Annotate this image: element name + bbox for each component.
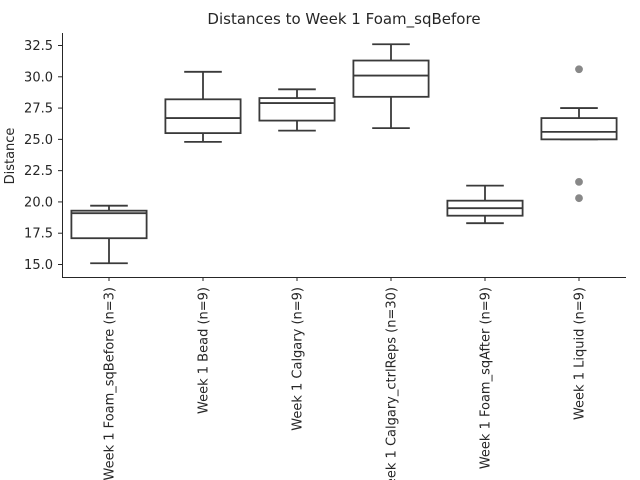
y-tick-label: 20.0 [24,195,53,210]
box-group [258,88,336,132]
y-tick-label: 27.5 [24,102,53,117]
box-iqr [540,117,618,141]
x-tick-label: Week 1 Liquid (n=9) [573,287,588,420]
y-axis-ticks: 15.0 17.5 20.0 22.5 25.0 27.5 30.0 32.5 [24,39,62,273]
box-group [540,65,618,203]
y-tick-label: 30.0 [24,70,53,85]
x-tick-label: Week 1 Foam_sqBefore (n=3) [103,287,118,480]
x-tick-label: Week 1 Calgary (n=9) [291,287,306,431]
y-tick-label: 25.0 [24,133,53,148]
outlier-point [575,178,583,186]
x-tick-label: Week 1 Bead (n=9) [197,287,212,414]
x-tick-label: Week 1 Calgary_ctrlReps (n=30) [385,287,400,480]
y-tick-label: 32.5 [24,39,53,54]
chart-title: Distances to Week 1 Foam_sqBefore [207,10,480,29]
y-tick-label: 17.5 [24,227,53,242]
outlier-point [575,65,583,74]
outlier-point [575,194,583,203]
y-tick-label: 22.5 [24,164,53,179]
box-iqr [70,209,148,240]
y-tick-label: 15.0 [24,258,53,273]
box-group [164,70,242,143]
box-group [352,43,430,129]
box-group [70,204,148,265]
axis-spines [62,33,626,278]
box-iqr [164,98,242,135]
x-tick-label: Week 1 Foam_sqAfter (n=9) [479,287,494,469]
box-iqr [258,97,336,122]
box-iqr [352,59,430,98]
boxes [70,43,618,265]
box-group [446,184,524,225]
x-axis-ticks: Week 1 Foam_sqBefore (n=3) Week 1 Bead (n… [103,277,588,480]
y-axis-label: Distance [3,128,18,185]
